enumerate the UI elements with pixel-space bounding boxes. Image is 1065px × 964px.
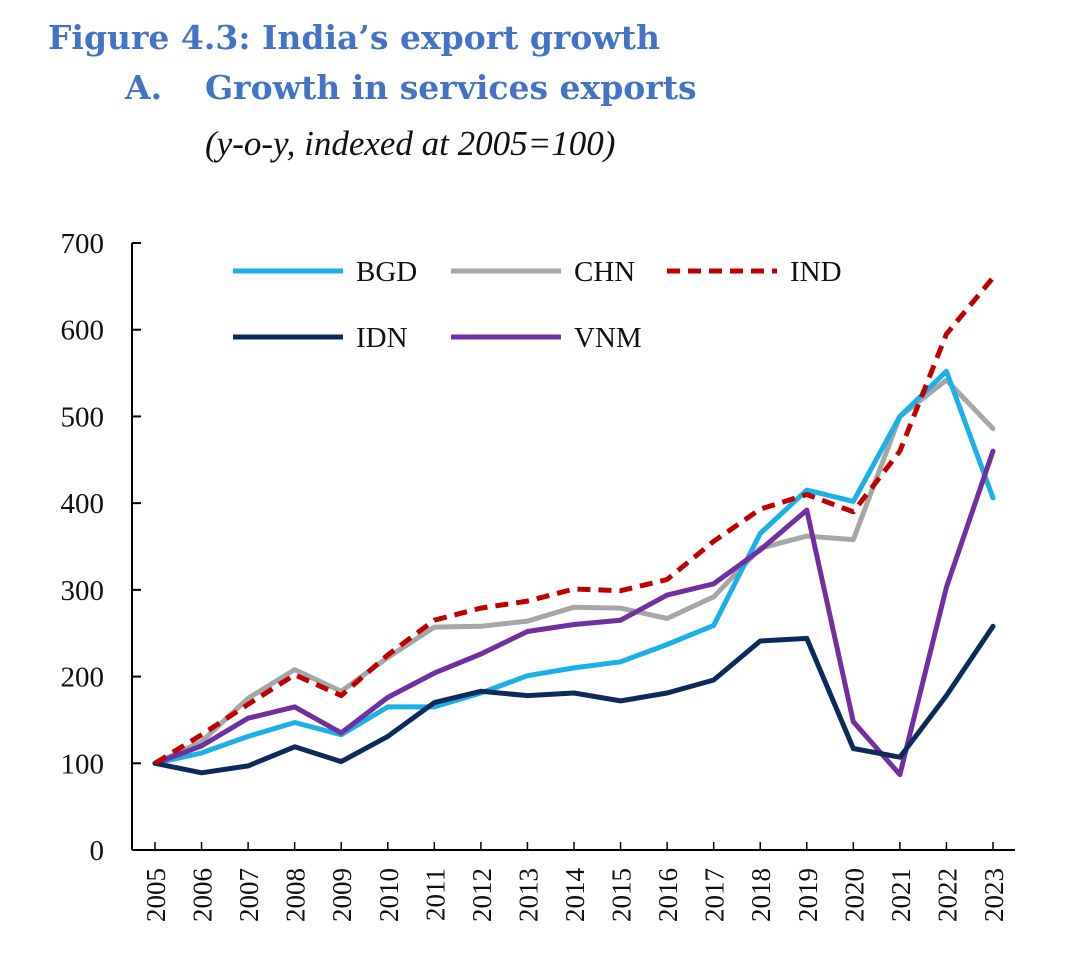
series-line-ind [153, 276, 995, 766]
panel-title: A. Growth in services exports [125, 68, 697, 107]
panel-title-text: Growth in services exports [205, 68, 697, 107]
legend-label-vnm: VNM [574, 322, 642, 354]
legend-label-idn: IDN [356, 322, 408, 354]
legend-label-bgd: BGD [356, 256, 417, 288]
x-tick-label: 2021 [886, 868, 916, 922]
x-tick-label: 2010 [374, 868, 404, 922]
series-line-idn [152, 623, 996, 776]
x-tick-label: 2007 [234, 868, 264, 922]
x-tick-label: 2014 [560, 868, 590, 923]
x-tick-label: 2020 [839, 868, 869, 922]
x-tick-label: 2016 [653, 868, 683, 922]
x-tick-label: 2012 [467, 868, 497, 922]
y-tick-label: 400 [61, 488, 105, 520]
y-tick-label: 700 [61, 228, 105, 260]
y-tick-label: 100 [61, 748, 105, 780]
x-tick-label: 2015 [607, 868, 637, 922]
x-tick-label: 2017 [700, 868, 730, 922]
y-tick-label: 200 [61, 662, 105, 694]
series-lines [152, 276, 996, 778]
x-tick-label: 2005 [141, 868, 171, 922]
series-line-bgd [152, 368, 996, 766]
y-tick-label: 500 [61, 401, 105, 433]
x-tick-label: 2019 [793, 868, 823, 922]
x-tick-label: 2018 [746, 868, 776, 922]
x-tick-label: 2023 [979, 868, 1009, 922]
y-tick-label: 300 [61, 575, 105, 607]
y-tick-label: 600 [61, 315, 105, 347]
x-tick-label: 2022 [932, 868, 962, 922]
axes: 0 100 200 300 400 500 600 700 2005 2006 2007 2008 20… [61, 228, 1015, 923]
panel-letter: A. [125, 68, 163, 107]
series-line-vnm [152, 448, 996, 778]
legend: BGD CHN IND IDN VNM [233, 256, 842, 354]
y-tick-label: 0 [90, 835, 105, 867]
x-tick-label: 2008 [281, 868, 311, 922]
x-tick-label: 2006 [188, 868, 218, 922]
x-tick-label: 2009 [327, 868, 357, 922]
x-tick-label: 2013 [513, 868, 543, 922]
figure-title: Figure 4.3: India’s export growth [48, 18, 660, 57]
chart-subtitle: (y-o-y, indexed at 2005=100) [205, 124, 616, 163]
legend-label-ind: IND [790, 256, 842, 288]
legend-label-chn: CHN [574, 256, 635, 288]
series-line-chn [152, 377, 996, 766]
x-tick-label: 2011 [420, 868, 450, 921]
